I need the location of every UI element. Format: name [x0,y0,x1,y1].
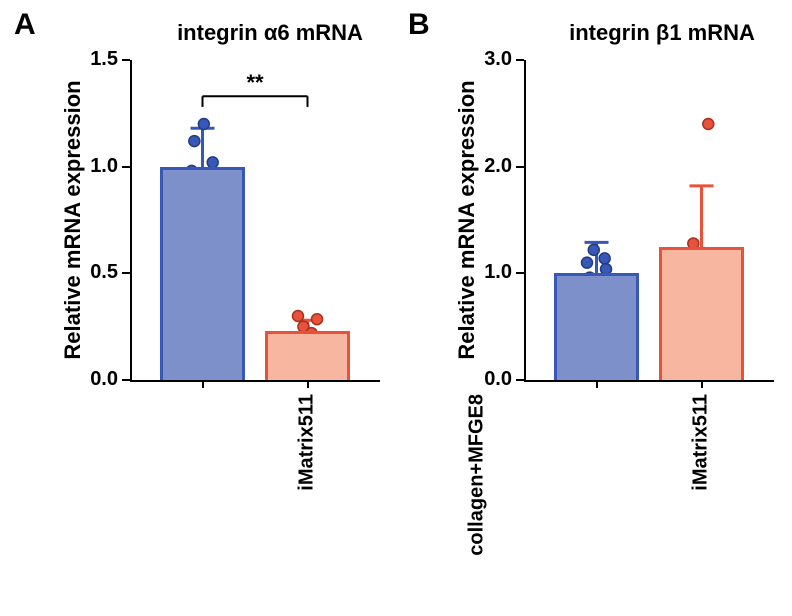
bar-imatrix511 [554,273,639,380]
figure-root: Aintegrin α6 mRNA0.00.51.01.5Relative mR… [0,0,792,616]
x-tick [701,380,703,388]
x-axis-label: iMatrix511 [689,394,712,491]
x-tick [596,380,598,388]
bar-collagen+mfge8 [659,247,744,380]
